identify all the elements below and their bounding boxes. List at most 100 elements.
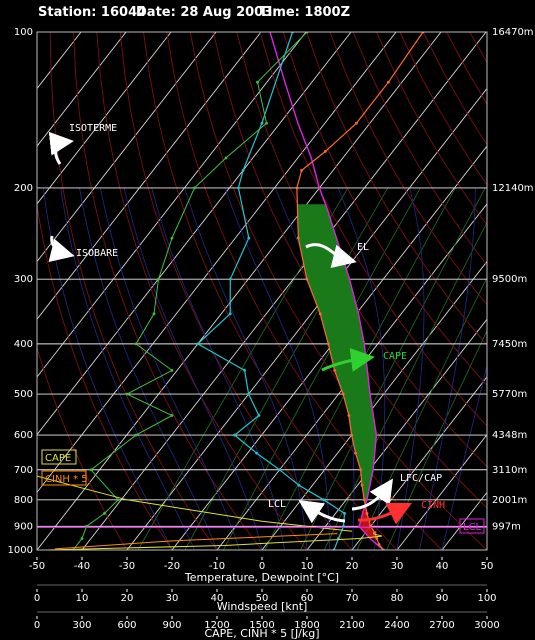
windspeed-point [170,414,174,417]
date-label: Date: 28 Aug 2003 [136,5,273,20]
pressure-tick-label: 500 [14,389,33,400]
temperature-point [324,149,327,153]
dry-adiabat-line [37,202,173,550]
cape-axis-label: 2400 [384,620,409,631]
parcel-line [269,32,384,550]
windspeed-axis-label: 40 [211,593,224,604]
dewpoint-line [196,32,346,550]
temperature-axis-label: 40 [436,561,449,572]
temperature-axis-label: -20 [164,561,180,572]
isotherm-line [396,433,487,550]
pressure-tick-label: 300 [14,274,33,285]
windspeed-axis-label: 10 [76,593,89,604]
windspeed-point [125,392,129,396]
dewpoint-point [247,236,251,240]
moist-adiabat-line [79,187,218,550]
temperature-point [347,414,351,417]
windspeed-point [256,80,259,84]
pressure-tick-label: 200 [14,183,33,194]
windspeed-point [134,342,138,346]
temperature-axis-title: Temperature, Dewpoint [°C] [184,571,339,584]
cape-axis-title: CAPE, CINH * 5 [J/kg] [204,627,319,640]
cape-arrow [321,347,375,372]
temperature-point [365,512,369,515]
windspeed-axis-label: 70 [346,593,359,604]
windspeed-point [85,524,88,528]
isotherm-line [37,32,352,436]
temperature-point [333,368,337,372]
temperature-axis-label: -50 [29,561,45,572]
dewpoint-point [322,498,326,502]
dry-adiabat-line [96,32,308,550]
time-label: Time: 1800Z [259,5,351,20]
isoterme-arrow [48,131,74,165]
legend-lcl-box [459,518,485,534]
windspeed-axis-label: 90 [436,593,449,604]
height-tick-label: 2001m [492,495,527,506]
pressure-tick-label: 100 [14,27,33,38]
dewpoint-point [228,277,232,281]
temperature-point [354,121,358,125]
dewpoint-point [343,512,346,515]
windspeed-point [157,277,160,281]
temperature-axis-label: 0 [259,561,265,572]
cape-axis-label: 300 [72,620,91,631]
cape-axis-label: 600 [117,620,136,631]
windspeed-point [152,312,156,316]
cape-axis-label: 1500 [249,620,274,631]
cape-axis-label: 1800 [294,620,319,631]
temperature-point [326,342,330,346]
dewpoint-point [247,392,251,396]
windspeed-point [80,537,84,540]
legend-cinh-box [41,470,87,486]
height-tick-label: 3110m [492,465,527,476]
windspeed-axis-title: Windspeed [knt] [217,600,308,613]
annotation-lcl: LCL [268,499,286,510]
isotherm-line [37,32,172,205]
temperature-point [360,483,364,487]
moist-adiabat-line [42,187,173,550]
temperature-point [305,277,309,281]
pressure-tick-label: 1000 [8,545,33,556]
windspeed-axis-label: 20 [121,593,134,604]
isotherm-line [261,260,487,550]
cape-axis-label: 2100 [339,620,364,631]
windspeed-axis-label: 80 [391,593,404,604]
annotation-cape: CAPE [383,351,407,362]
annotation-lfc: LFC/CAP [400,473,442,484]
temperature-axis-label: 10 [301,561,314,572]
height-tick-label: 16470m [492,27,534,38]
annotation-isobare: ISOBARE [76,248,118,259]
temperature-point [295,186,299,190]
temperature-point [296,236,300,240]
station-label: Station: 16044 [38,5,147,20]
cape-profile-line-upper [37,475,353,532]
isotherm-line [351,376,487,550]
cape-axis-label: 1200 [204,620,229,631]
temperature-point [341,392,345,396]
temperature-axis-label: -30 [119,561,135,572]
windspeed-point [224,156,228,160]
dewpoint-point [228,312,232,316]
cape-axis-label: 0 [34,620,40,631]
temperature-point [369,524,372,528]
annotation-isoterme: ISOTERME [69,123,117,134]
legend-cape: CAPE [45,453,71,464]
temperature-point [359,468,362,472]
windspeed-point [193,186,196,190]
height-tick-label: 7450m [492,339,527,350]
temperature-point [386,80,390,84]
dewpoint-point [260,121,264,125]
height-tick-label: 5770m [492,389,527,400]
lcl-arrow [298,500,346,524]
dewpoint-point [257,414,261,417]
temperature-point [318,312,322,316]
isotherm-line [37,32,307,378]
dewpoint-point [278,468,281,472]
temperature-point [300,168,303,172]
windspeed-axis-label: 50 [256,593,269,604]
windspeed-point [265,121,268,125]
windspeed-point [170,236,174,240]
dry-adiabat-line [352,32,487,266]
isotherm-line [216,203,487,550]
